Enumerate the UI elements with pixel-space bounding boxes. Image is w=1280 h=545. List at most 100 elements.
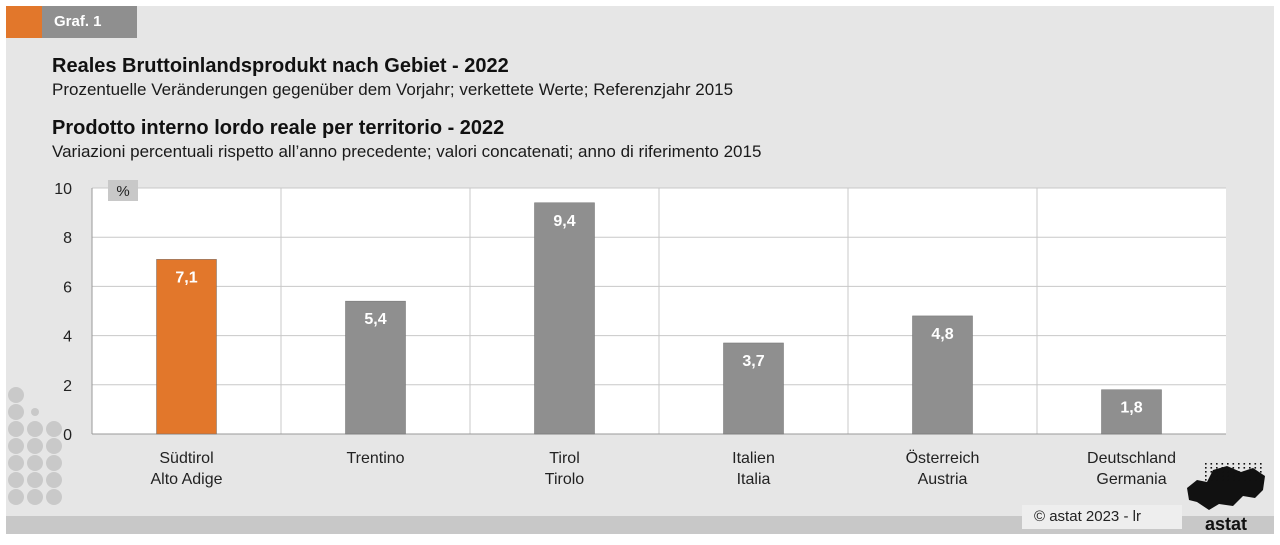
logo-dot	[1243, 475, 1246, 477]
logo-dot	[1216, 479, 1218, 481]
logo-dot	[1210, 479, 1213, 481]
decorative-dot	[8, 472, 24, 488]
decorative-dot	[8, 438, 24, 454]
logo-dot	[1232, 463, 1235, 465]
logo-dot	[1227, 463, 1229, 465]
y-tick-label: 8	[63, 230, 72, 247]
data-label: 4,8	[931, 326, 953, 343]
logo-dot	[1216, 463, 1218, 465]
logo-dot	[1260, 479, 1262, 481]
logo-dot	[1205, 479, 1207, 481]
title-italian: Prodotto interno lordo reale per territo…	[52, 117, 505, 139]
logo-dot	[1210, 475, 1213, 477]
logo-dot	[1210, 471, 1213, 473]
logo-dot	[1216, 467, 1218, 469]
logo-dot	[1238, 479, 1240, 481]
decorative-dot	[46, 438, 62, 454]
decorative-dot	[27, 438, 43, 454]
decorative-dot	[46, 472, 62, 488]
x-category-label: Italia	[737, 471, 771, 488]
logo-dot	[1227, 475, 1229, 477]
y-tick-label: 0	[63, 427, 72, 444]
svg-text:astat: astat	[1205, 514, 1247, 534]
logo-dot	[1243, 467, 1246, 469]
logo-dot	[1254, 479, 1257, 481]
decorative-dot	[8, 387, 24, 403]
logo-dot	[1232, 479, 1235, 481]
logo-dot	[1205, 463, 1207, 465]
decorative-dots	[8, 387, 62, 505]
data-label: 5,4	[364, 311, 386, 328]
decorative-dot	[31, 408, 39, 416]
logo-dot	[1238, 463, 1240, 465]
logo-dot	[1260, 471, 1262, 473]
logo-dot	[1221, 479, 1224, 481]
bar	[534, 202, 595, 435]
logo-dot	[1243, 479, 1246, 481]
logo-dot	[1260, 467, 1262, 469]
decorative-dot	[8, 421, 24, 437]
y-tick-label: 10	[54, 181, 72, 198]
subtitle-italian: Variazioni percentuali rispetto all’anno…	[52, 142, 762, 161]
logo-dot	[1205, 467, 1207, 469]
logo-dot	[1221, 471, 1224, 473]
x-category-label: Tirolo	[545, 471, 585, 488]
subtitle-german: Prozentuelle Veränderungen gegenüber dem…	[52, 80, 734, 99]
title-german: Reales Bruttoinlandsprodukt nach Gebiet …	[52, 55, 509, 77]
logo-dot	[1254, 471, 1257, 473]
logo-dot	[1205, 471, 1207, 473]
decorative-dot	[27, 421, 43, 437]
logo-dot	[1221, 467, 1224, 469]
x-category-label: Tirol	[549, 450, 580, 467]
x-category-label: Alto Adige	[150, 471, 222, 488]
decorative-dot	[8, 455, 24, 471]
bar	[156, 259, 217, 435]
logo-dot	[1238, 471, 1240, 473]
logo-dot	[1232, 467, 1235, 469]
x-category-label: Südtirol	[159, 450, 213, 467]
logo-dot	[1254, 467, 1257, 469]
logo-dot	[1238, 467, 1240, 469]
x-category-label: Italien	[732, 450, 775, 467]
logo-dot	[1232, 471, 1235, 473]
data-label: 9,4	[553, 213, 575, 230]
logo-dot	[1260, 475, 1262, 477]
bar	[345, 300, 406, 435]
logo-dot	[1260, 463, 1262, 465]
region-map-shape	[1187, 466, 1265, 510]
decorative-dot	[46, 421, 62, 437]
logo-dot	[1249, 479, 1251, 481]
y-tick-label: 4	[63, 329, 72, 346]
logo-dot	[1254, 475, 1257, 477]
unit-label-box	[108, 180, 138, 201]
logo-dot	[1227, 467, 1229, 469]
x-category-label: Germania	[1096, 471, 1166, 488]
decorative-dot	[27, 472, 43, 488]
logo-dot	[1227, 471, 1229, 473]
data-label: 3,7	[742, 353, 764, 370]
logo-dot	[1221, 463, 1224, 465]
logo-dot	[1210, 463, 1213, 465]
logo-dot	[1249, 475, 1251, 477]
bar	[723, 342, 784, 435]
tab-accent	[6, 6, 42, 38]
logo-dot	[1243, 463, 1246, 465]
logo-dot	[1205, 475, 1207, 477]
decorative-dot	[46, 455, 62, 471]
decorative-dot	[8, 404, 24, 420]
x-category-label: Trentino	[346, 450, 404, 467]
x-category-label: Austria	[918, 471, 968, 488]
logo-dot	[1232, 475, 1235, 477]
logo-dot	[1249, 467, 1251, 469]
astat-logo: astat	[1187, 463, 1265, 534]
figure-tab: Graf. 1	[42, 6, 137, 38]
data-label: 7,1	[175, 269, 197, 286]
decorative-dot	[27, 455, 43, 471]
logo-dot	[1254, 463, 1257, 465]
decorative-dot	[46, 489, 62, 505]
unit-label: %	[116, 183, 129, 200]
logo-dot	[1249, 471, 1251, 473]
data-label: 1,8	[1120, 400, 1142, 417]
